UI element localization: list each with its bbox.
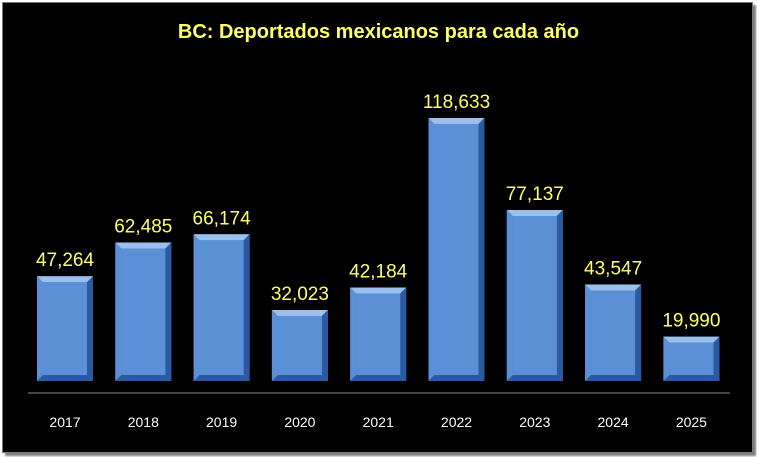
bar-face xyxy=(121,248,166,375)
bar-bevel-top xyxy=(115,242,172,249)
bar-bevel-top xyxy=(663,336,720,343)
bar-2022 xyxy=(428,118,485,381)
x-tick-2018: 2018 xyxy=(128,414,159,430)
chart-title: BC: Deportados mexicanos para cada año xyxy=(177,21,580,43)
bar-bevel-left xyxy=(585,284,592,381)
data-label-2025: 19,990 xyxy=(662,311,720,332)
bar-2020 xyxy=(271,310,328,381)
bar-2023 xyxy=(506,209,563,381)
data-label-2019: 66,174 xyxy=(193,208,252,229)
bar-bevel-top xyxy=(271,310,328,317)
bar-face xyxy=(512,215,557,375)
labels-layer: 47,264 62,485 66,174 32,023 42,184 118,633 77,… xyxy=(36,92,721,332)
bar-2024 xyxy=(585,284,642,381)
data-label-2018: 62,485 xyxy=(114,216,172,237)
bar-face xyxy=(199,240,244,375)
bar-face xyxy=(669,342,714,375)
x-tick-labels: 2017 2018 2019 2020 2021 2022 2023 2024 2025 xyxy=(49,414,707,430)
bar-bevel-bottom xyxy=(350,375,407,381)
bars-layer xyxy=(37,118,720,381)
bar-bevel-left xyxy=(350,287,357,381)
x-tick-2022: 2022 xyxy=(441,414,472,430)
bar-bevel-left xyxy=(271,310,278,381)
data-label-2017: 47,264 xyxy=(36,250,95,271)
bar-bevel-right xyxy=(321,310,328,381)
bar-bevel-right xyxy=(556,209,563,381)
bar-face xyxy=(356,293,401,375)
x-tick-2017: 2017 xyxy=(49,414,80,430)
bar-bevel-left xyxy=(506,209,513,381)
bar-face xyxy=(277,316,322,375)
bar-bevel-bottom xyxy=(506,375,563,381)
bar-bevel-bottom xyxy=(115,375,172,381)
bar-2021 xyxy=(350,287,407,381)
bar-2019 xyxy=(193,234,250,381)
bar-bevel-top xyxy=(193,234,250,241)
data-label-2021: 42,184 xyxy=(349,261,408,282)
bar-bevel-bottom xyxy=(37,375,93,381)
bar-bevel-right xyxy=(165,242,172,381)
x-tick-2025: 2025 xyxy=(676,414,707,430)
bar-bevel-left xyxy=(115,242,122,381)
bar-bevel-bottom xyxy=(428,375,485,381)
data-label-2022: 118,633 xyxy=(423,92,490,113)
bar-2018 xyxy=(115,242,172,381)
bar-bevel-right xyxy=(400,287,407,381)
bar-bevel-left xyxy=(428,118,435,381)
bar-bevel-right xyxy=(713,336,720,381)
bar-2017 xyxy=(37,276,93,381)
bar-bevel-bottom xyxy=(663,375,720,381)
bar-bevel-left xyxy=(37,276,43,381)
bar-bevel-top xyxy=(350,287,407,294)
bar-bevel-right xyxy=(478,118,485,381)
data-label-2023: 77,137 xyxy=(506,184,564,205)
x-tick-2021: 2021 xyxy=(363,414,394,430)
x-tick-2024: 2024 xyxy=(598,414,629,430)
x-tick-2019: 2019 xyxy=(206,414,237,430)
bar-face xyxy=(591,290,636,375)
bar-bevel-top xyxy=(428,118,485,124)
x-tick-2020: 2020 xyxy=(284,414,315,430)
bar-face xyxy=(434,124,479,375)
bar-bevel-left xyxy=(193,234,200,381)
x-tick-2023: 2023 xyxy=(519,414,550,430)
bar-bevel-top xyxy=(506,209,563,216)
bar-bevel-top xyxy=(585,284,642,291)
bar-bevel-left xyxy=(663,336,670,381)
bar-bevel-bottom xyxy=(585,375,642,381)
bar-face xyxy=(43,282,87,375)
bar-bevel-bottom xyxy=(271,375,328,381)
bar-bevel-top xyxy=(37,276,93,283)
bar-bevel-bottom xyxy=(193,375,250,381)
data-label-2024: 43,547 xyxy=(584,258,642,279)
data-label-2020: 32,023 xyxy=(271,284,329,305)
bar-bevel-right xyxy=(243,234,250,381)
bar-bevel-right xyxy=(635,284,642,381)
bar-bevel-right xyxy=(87,276,93,381)
bar-2025 xyxy=(663,336,720,381)
